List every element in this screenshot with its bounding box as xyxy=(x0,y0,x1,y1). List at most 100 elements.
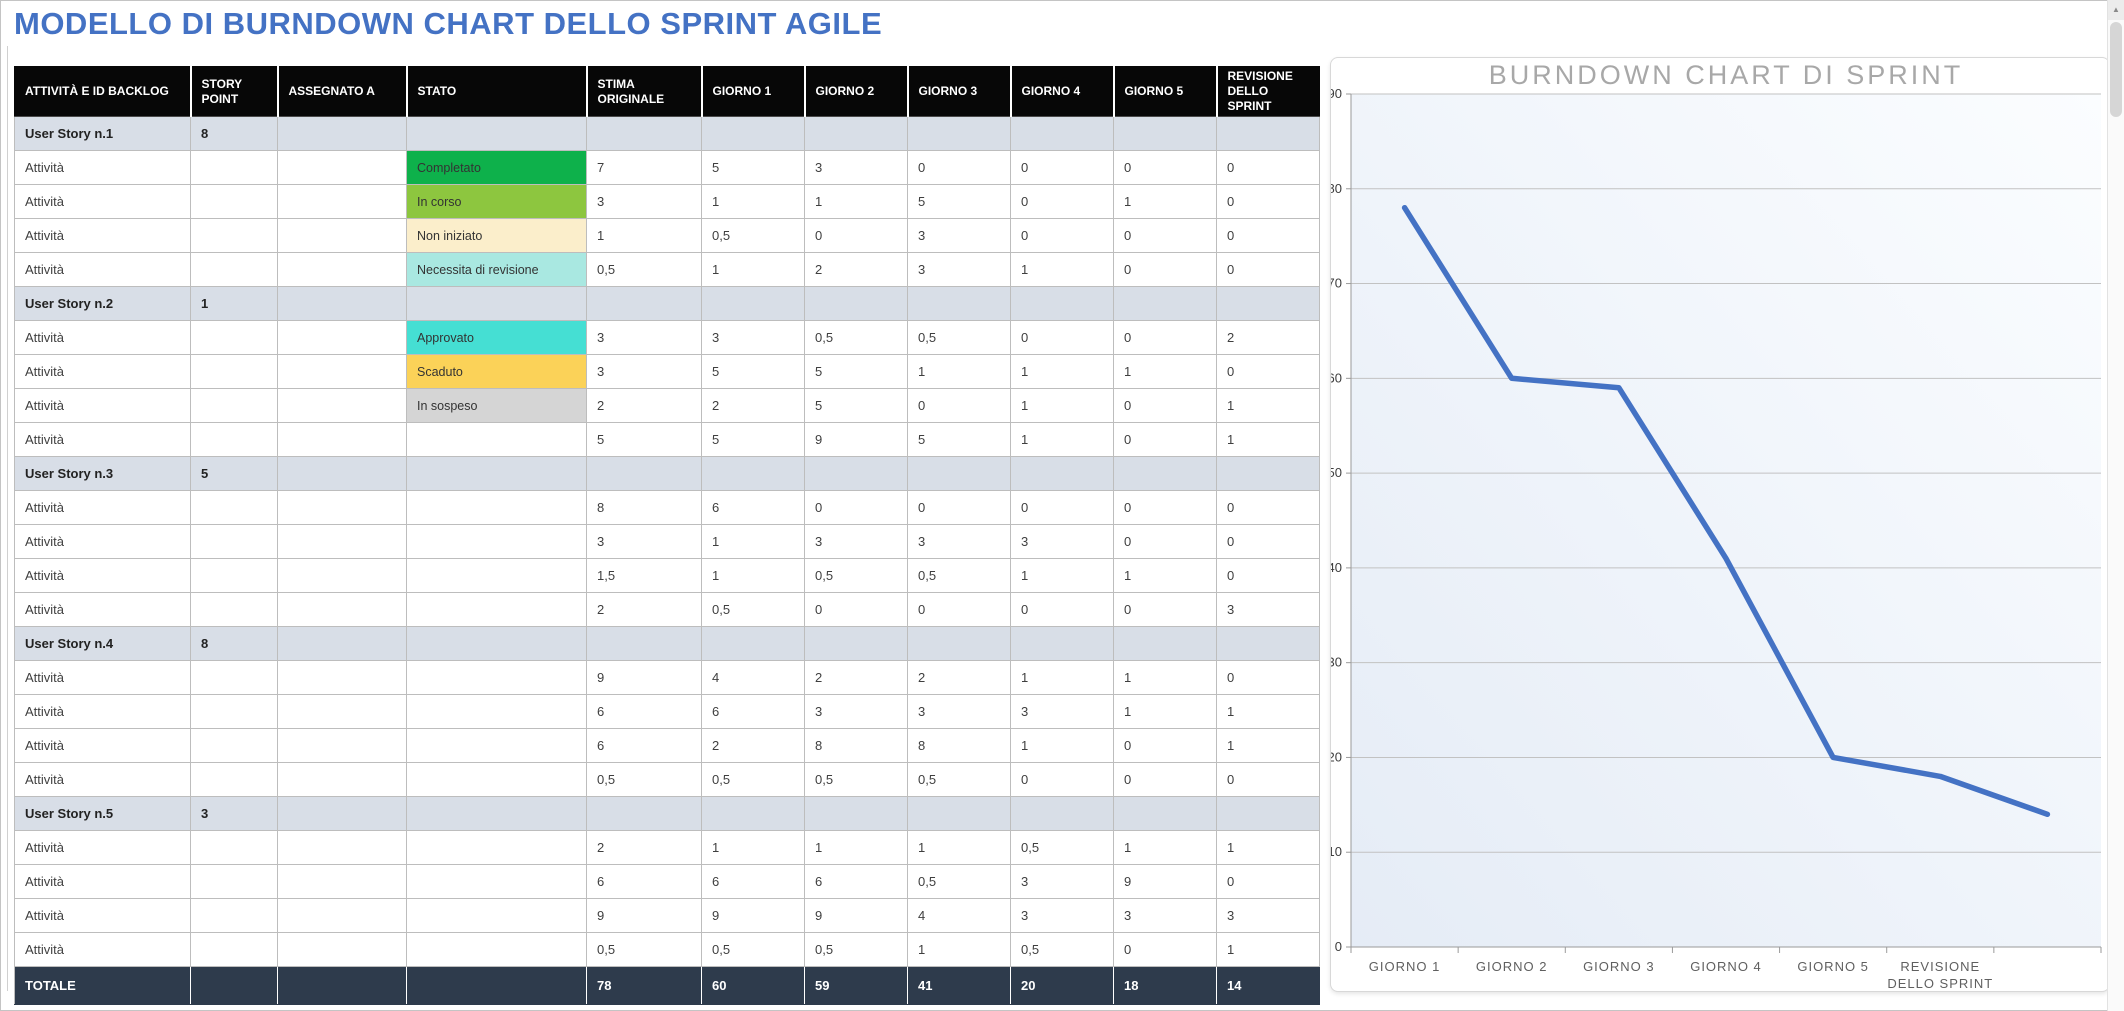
value-cell[interactable]: 0 xyxy=(1010,490,1114,525)
value-cell[interactable]: 0 xyxy=(1113,592,1217,627)
activity-cell[interactable]: Attività xyxy=(14,864,191,899)
assigned-to-cell[interactable] xyxy=(277,660,407,695)
value-cell[interactable]: 5 xyxy=(701,422,805,457)
value-cell[interactable]: 1 xyxy=(1113,354,1217,389)
activity-cell[interactable]: Attività xyxy=(14,218,191,253)
story-points-cell[interactable] xyxy=(190,830,278,865)
scrollbar-thumb[interactable] xyxy=(2110,22,2122,117)
value-cell[interactable]: 9 xyxy=(586,660,702,695)
empty-cell[interactable] xyxy=(701,116,805,151)
value-cell[interactable]: 3 xyxy=(586,524,702,559)
story-points-cell[interactable] xyxy=(190,694,278,729)
value-cell[interactable]: 2 xyxy=(701,728,805,763)
empty-cell[interactable] xyxy=(586,456,702,491)
empty-cell[interactable] xyxy=(804,286,908,321)
activity-cell[interactable]: Attività xyxy=(14,184,191,219)
story-points-cell[interactable] xyxy=(190,184,278,219)
value-cell[interactable]: 3 xyxy=(907,694,1011,729)
value-cell[interactable]: 2 xyxy=(701,388,805,423)
activity-cell[interactable]: Attività xyxy=(14,762,191,797)
empty-cell[interactable] xyxy=(1216,626,1320,661)
column-header-3[interactable]: ASSEGNATO A xyxy=(277,66,408,117)
status-cell[interactable] xyxy=(406,830,587,865)
activity-cell[interactable]: Attività xyxy=(14,558,191,593)
total-empty[interactable] xyxy=(277,966,407,1005)
value-cell[interactable]: 3 xyxy=(1010,524,1114,559)
activity-cell[interactable]: Attività xyxy=(14,524,191,559)
empty-cell[interactable] xyxy=(277,116,407,151)
assigned-to-cell[interactable] xyxy=(277,728,407,763)
status-cell[interactable]: Completato xyxy=(406,150,587,185)
value-cell[interactable]: 2 xyxy=(804,660,908,695)
assigned-to-cell[interactable] xyxy=(277,898,407,933)
value-cell[interactable]: 0 xyxy=(1216,184,1320,219)
value-cell[interactable]: 0,5 xyxy=(907,558,1011,593)
story-points-cell[interactable]: 5 xyxy=(190,456,278,491)
column-header-11[interactable]: REVISIONE DELLO SPRINT xyxy=(1216,66,1320,117)
assigned-to-cell[interactable] xyxy=(277,422,407,457)
value-cell[interactable]: 0 xyxy=(1010,184,1114,219)
value-cell[interactable]: 3 xyxy=(804,524,908,559)
value-cell[interactable]: 1 xyxy=(804,184,908,219)
assigned-to-cell[interactable] xyxy=(277,592,407,627)
value-cell[interactable]: 1 xyxy=(701,184,805,219)
value-cell[interactable]: 4 xyxy=(701,660,805,695)
status-cell[interactable] xyxy=(406,524,587,559)
user-story-label[interactable]: User Story n.1 xyxy=(14,116,191,151)
assigned-to-cell[interactable] xyxy=(277,490,407,525)
value-cell[interactable]: 1 xyxy=(1010,728,1114,763)
value-cell[interactable]: 0,5 xyxy=(907,864,1011,899)
value-cell[interactable]: 0,5 xyxy=(804,932,908,967)
value-cell[interactable]: 3 xyxy=(1216,898,1320,933)
value-cell[interactable]: 3 xyxy=(586,184,702,219)
empty-cell[interactable] xyxy=(1216,286,1320,321)
value-cell[interactable]: 1 xyxy=(1216,830,1320,865)
empty-cell[interactable] xyxy=(586,796,702,831)
value-cell[interactable]: 3 xyxy=(1216,592,1320,627)
user-story-label[interactable]: User Story n.2 xyxy=(14,286,191,321)
assigned-to-cell[interactable] xyxy=(277,830,407,865)
total-value[interactable]: 78 xyxy=(586,966,702,1005)
activity-cell[interactable]: Attività xyxy=(14,252,191,287)
value-cell[interactable]: 8 xyxy=(804,728,908,763)
value-cell[interactable]: 0,5 xyxy=(701,932,805,967)
status-cell[interactable]: Non iniziato xyxy=(406,218,587,253)
status-cell[interactable] xyxy=(406,558,587,593)
value-cell[interactable]: 1 xyxy=(586,218,702,253)
value-cell[interactable]: 1 xyxy=(1010,354,1114,389)
assigned-to-cell[interactable] xyxy=(277,932,407,967)
story-points-cell[interactable] xyxy=(190,252,278,287)
activity-cell[interactable]: Attività xyxy=(14,728,191,763)
value-cell[interactable]: 1 xyxy=(1113,830,1217,865)
total-value[interactable]: 59 xyxy=(804,966,908,1005)
value-cell[interactable]: 2 xyxy=(804,252,908,287)
value-cell[interactable]: 0 xyxy=(1216,864,1320,899)
empty-cell[interactable] xyxy=(804,626,908,661)
value-cell[interactable]: 0 xyxy=(1113,218,1217,253)
story-points-cell[interactable] xyxy=(190,762,278,797)
value-cell[interactable]: 0,5 xyxy=(586,932,702,967)
value-cell[interactable]: 3 xyxy=(1010,694,1114,729)
story-points-cell[interactable]: 1 xyxy=(190,286,278,321)
value-cell[interactable]: 0 xyxy=(1010,762,1114,797)
empty-cell[interactable] xyxy=(1010,286,1114,321)
value-cell[interactable]: 0 xyxy=(1113,728,1217,763)
value-cell[interactable]: 3 xyxy=(1010,898,1114,933)
assigned-to-cell[interactable] xyxy=(277,150,407,185)
value-cell[interactable]: 3 xyxy=(804,150,908,185)
column-header-10[interactable]: GIORNO 5 xyxy=(1113,66,1218,117)
empty-cell[interactable] xyxy=(907,456,1011,491)
empty-cell[interactable] xyxy=(277,796,407,831)
value-cell[interactable]: 1 xyxy=(1216,932,1320,967)
total-label[interactable]: TOTALE xyxy=(14,966,191,1005)
value-cell[interactable]: 0 xyxy=(907,592,1011,627)
activity-cell[interactable]: Attività xyxy=(14,898,191,933)
column-header-6[interactable]: GIORNO 1 xyxy=(701,66,806,117)
value-cell[interactable]: 1 xyxy=(907,354,1011,389)
assigned-to-cell[interactable] xyxy=(277,320,407,355)
value-cell[interactable]: 1 xyxy=(701,524,805,559)
empty-cell[interactable] xyxy=(701,626,805,661)
value-cell[interactable]: 2 xyxy=(907,660,1011,695)
empty-cell[interactable] xyxy=(1113,286,1217,321)
value-cell[interactable]: 0 xyxy=(1216,150,1320,185)
